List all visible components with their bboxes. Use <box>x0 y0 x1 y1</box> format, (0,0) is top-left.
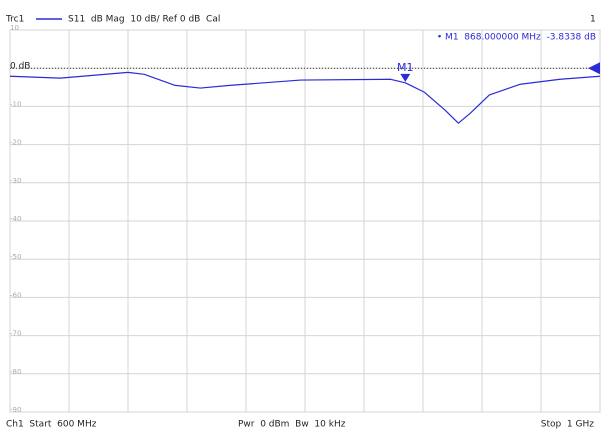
trace-label: Trc1 <box>5 15 24 25</box>
y-tick-label: -30 <box>10 177 21 185</box>
channel-number: 1 <box>590 15 596 25</box>
y-tick-label: 10 <box>10 24 19 32</box>
legend-text: S11 dB Mag 10 dB/ Ref 0 dB Cal <box>68 15 220 25</box>
marker-triangle <box>400 73 411 82</box>
y-tick-label: -40 <box>10 215 21 223</box>
footer-power: Pwr 0 dBm Bw 10 kHz <box>238 420 346 430</box>
y-tick-label: -70 <box>10 330 21 338</box>
y-tick-label: 0 dB <box>10 62 30 72</box>
marker-readout: • M1 868.000000 MHz -3.8338 dB <box>437 33 596 43</box>
y-tick-label: -90 <box>10 406 21 414</box>
y-tick-label: -80 <box>10 368 21 376</box>
y-tick-label: -20 <box>10 139 21 147</box>
footer-stop: Stop 1 GHz <box>541 420 595 430</box>
y-tick-label: -10 <box>10 100 21 108</box>
marker-label: M1 <box>397 61 414 74</box>
y-tick-label: -60 <box>10 291 21 299</box>
trace-line <box>9 71 601 124</box>
y-tick-label: -50 <box>10 253 21 261</box>
footer-start: Ch1 Start 600 MHz <box>6 420 97 430</box>
reference-arrow <box>588 62 600 75</box>
